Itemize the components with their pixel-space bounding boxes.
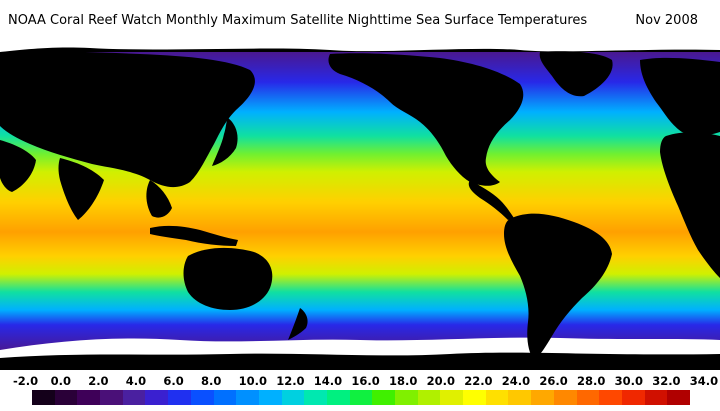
central-america (468, 180, 514, 220)
colorbar-cell (372, 390, 395, 405)
colorbar-cell (644, 390, 668, 405)
colorbar-tick-label: 10.0 (238, 374, 267, 388)
colorbar-labels: -2.0 0.0 2.0 4.0 6.0 8.0 10.0 12.0 14.0 16.0 18.0 2… (0, 374, 720, 390)
colorbar-cell (281, 390, 305, 405)
colorbar-tick-label: 14.0 (313, 374, 343, 388)
map-title: NOAA Coral Reef Watch Monthly Maximum Sa… (8, 12, 588, 28)
map-date: Nov 2008 (635, 12, 698, 28)
europe (640, 57, 720, 136)
colorbar-tick-label: 24.0 (501, 374, 531, 388)
arabian-peninsula (0, 140, 36, 192)
colorbar-tick-label: 34.0 (689, 374, 719, 388)
map-title-bar: NOAA Coral Reef Watch Monthly Maximum Sa… (0, 0, 720, 40)
colorbar-cell (599, 390, 622, 405)
colorbar-tick-label: 26.0 (539, 374, 568, 388)
colorbar-tick-label: 32.0 (652, 374, 681, 388)
colorbar-cell (32, 390, 55, 405)
colorbar-tick-label: 8.0 (201, 374, 222, 388)
colorbar-tick-label: 0.0 (50, 374, 71, 388)
arctic-ice (0, 40, 720, 52)
colorbar-tick-label: 6.0 (163, 374, 184, 388)
colorbar-cell (77, 390, 101, 405)
south-america (504, 213, 612, 360)
colorbar-cell (190, 390, 214, 405)
indonesia (150, 225, 238, 246)
colorbar-cell (531, 390, 554, 405)
colorbar-cell (508, 390, 532, 405)
colorbar-cell (326, 390, 350, 405)
antarctica-land (0, 352, 720, 370)
colorbar-tick-label: 18.0 (389, 374, 418, 388)
colorbar-cell (349, 390, 373, 405)
north-america (328, 53, 524, 186)
colorbar-cell (440, 390, 464, 405)
temperature-colorbar (32, 390, 690, 405)
colorbar-cell (621, 390, 645, 405)
colorbar-cell (485, 390, 509, 405)
colorbar-tick-label: 16.0 (351, 374, 380, 388)
colorbar-cell (100, 390, 123, 405)
india (58, 158, 104, 220)
colorbar-tick-label: 4.0 (125, 374, 147, 388)
colorbar-tick-label: 2.0 (88, 374, 109, 388)
colorbar-cell (213, 390, 237, 405)
colorbar-cell (304, 390, 327, 405)
colorbar-tick-label: 28.0 (577, 374, 606, 388)
asia (0, 51, 255, 188)
new-zealand (288, 308, 308, 340)
colorbar-tick-label: 30.0 (614, 374, 643, 388)
colorbar-tick-label: 12.0 (276, 374, 305, 388)
colorbar-cell (576, 390, 600, 405)
colorbar-cell (395, 390, 418, 405)
greenland (539, 51, 613, 97)
southeast-asia (146, 180, 172, 218)
australia (183, 247, 273, 310)
japan (212, 118, 238, 166)
colorbar-cell (168, 390, 191, 405)
colorbar-cell (667, 390, 690, 405)
colorbar-cell (258, 390, 282, 405)
colorbar-cell (553, 390, 577, 405)
colorbar-cell (54, 390, 78, 405)
colorbar-cell (417, 390, 441, 405)
colorbar-tick-label: 20.0 (426, 374, 455, 388)
sst-world-map (0, 40, 720, 370)
colorbar-cell (145, 390, 169, 405)
africa (660, 132, 720, 278)
colorbar-tick-label: 22.0 (464, 374, 493, 388)
colorbar-cell (463, 390, 486, 405)
colorbar-cell (122, 390, 146, 405)
colorbar-cell (236, 390, 259, 405)
colorbar-tick-label: -2.0 (13, 374, 39, 388)
